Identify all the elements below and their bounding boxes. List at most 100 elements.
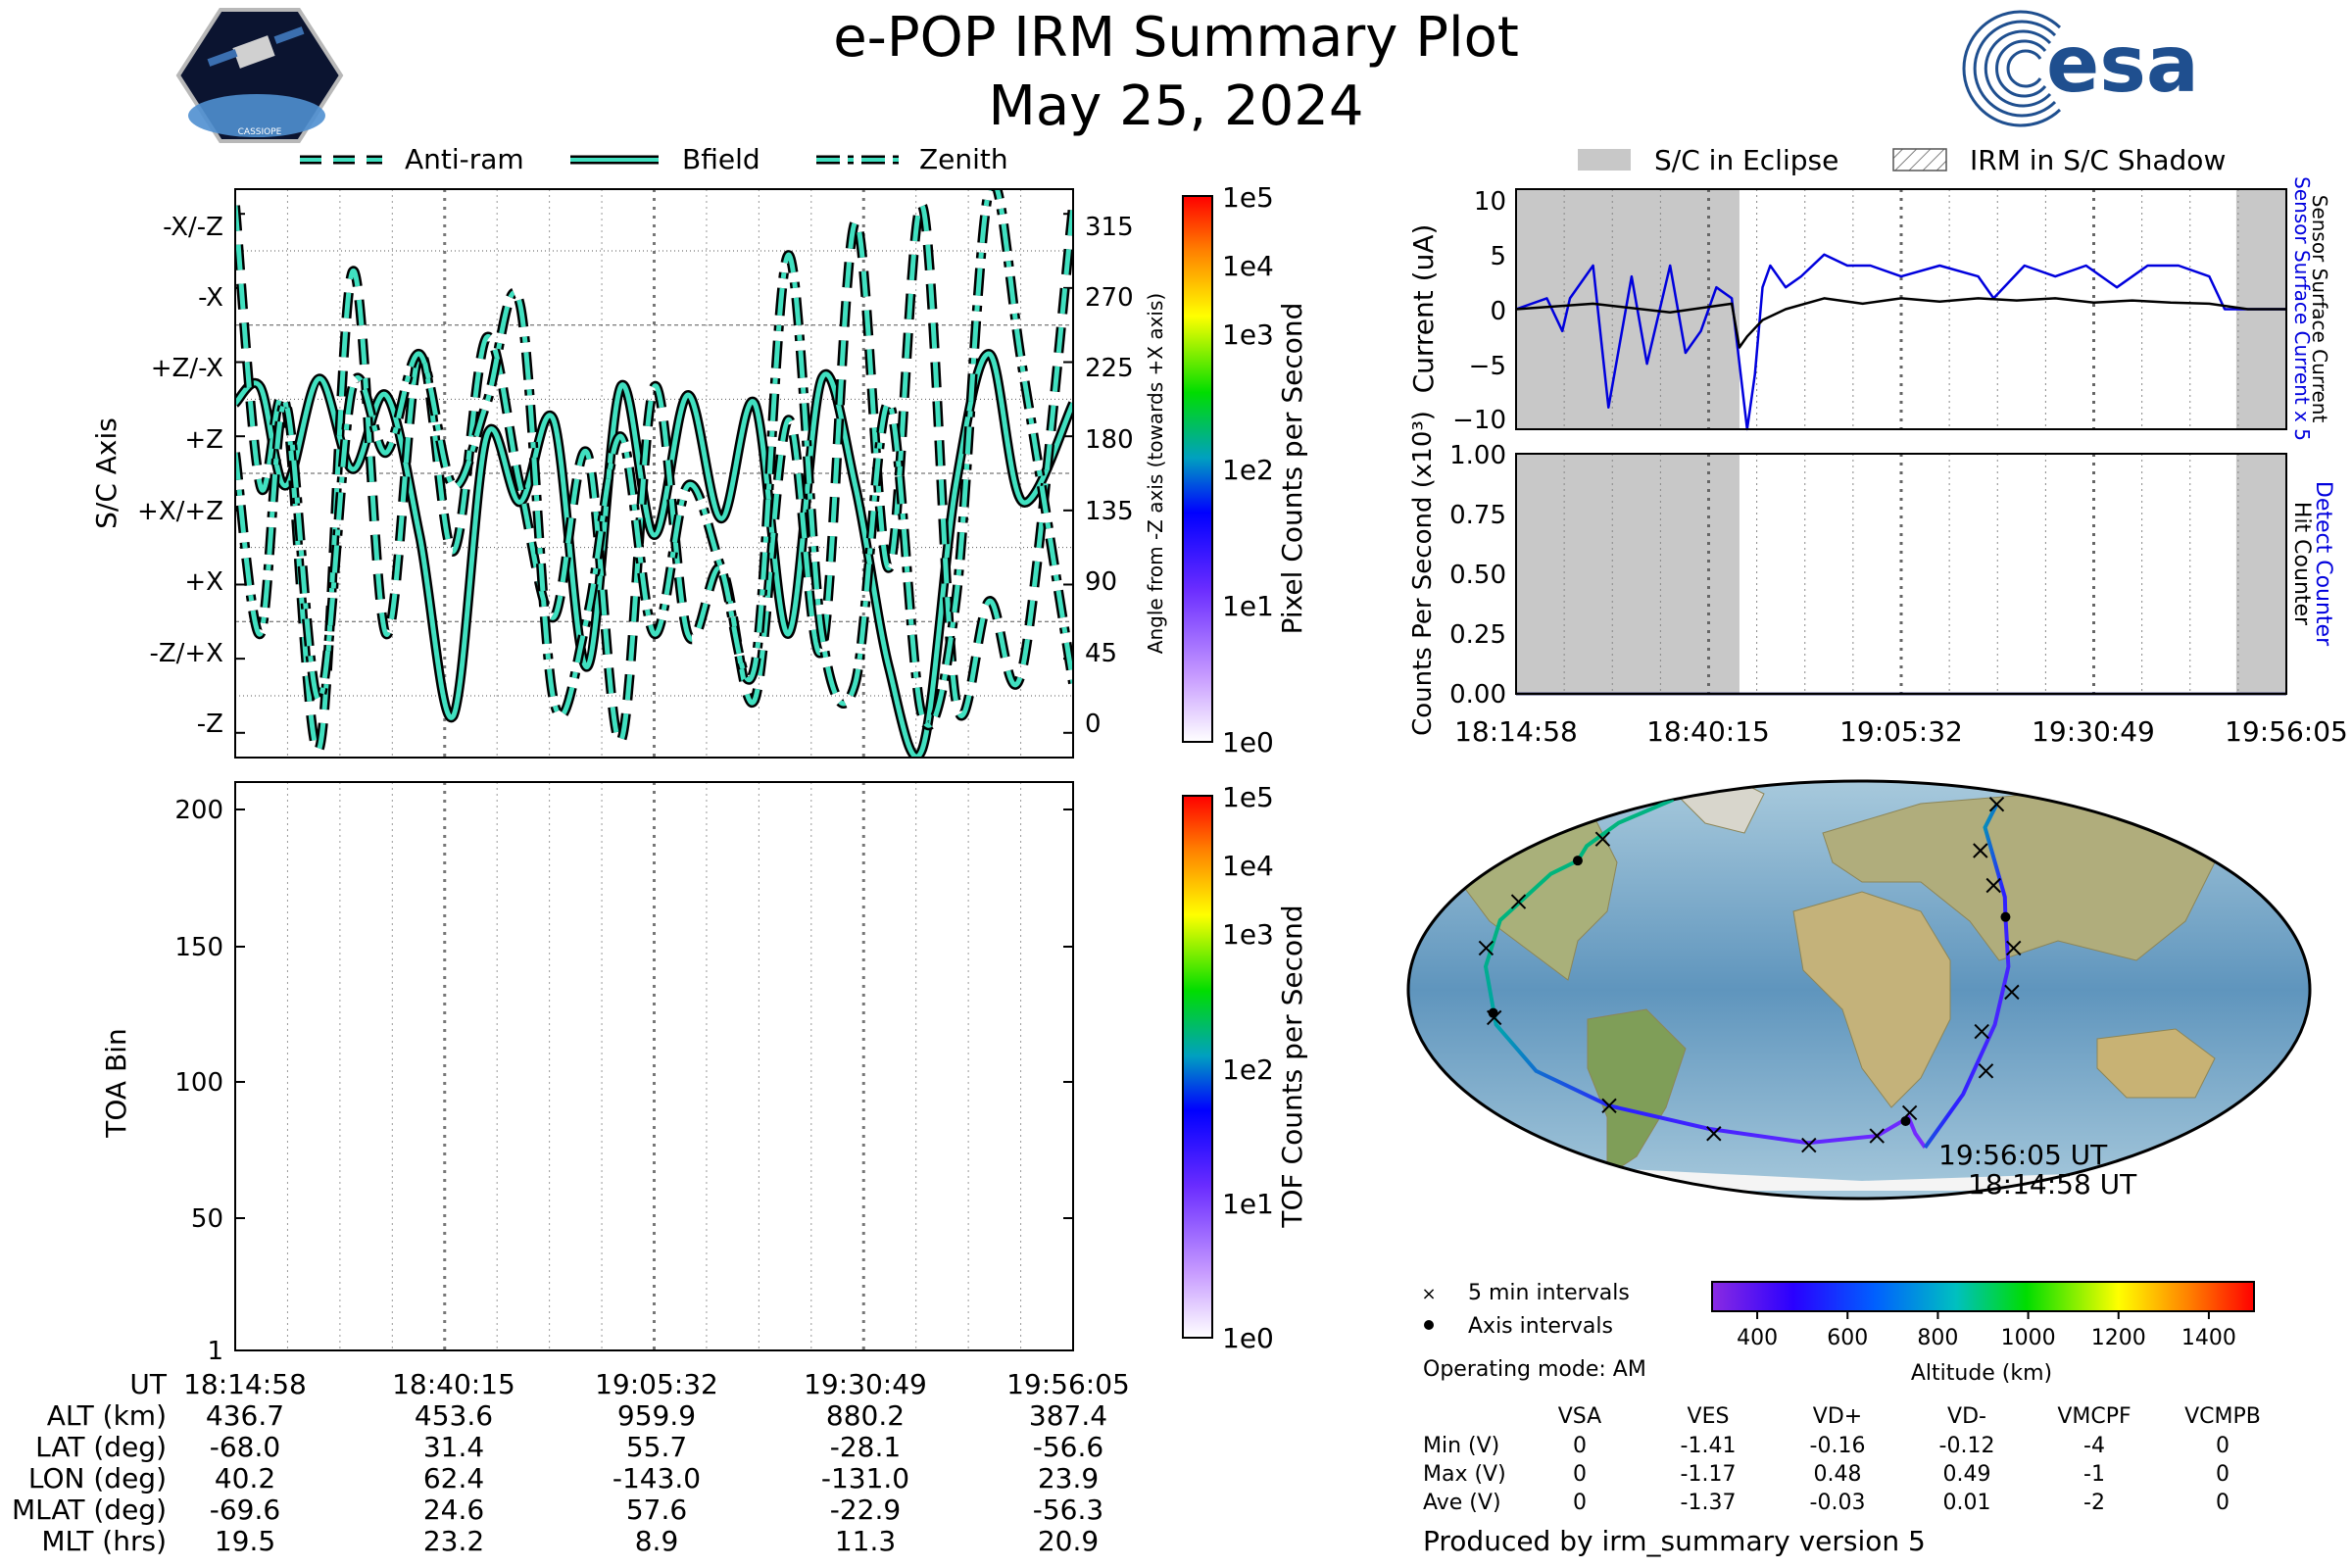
legend-zenith-label: Zenith xyxy=(919,143,1008,175)
altitude-tick-label: 1000 xyxy=(2001,1326,2056,1350)
sc-left-tick: -Z xyxy=(197,710,223,739)
volt-cell: 0 xyxy=(1573,1491,1587,1515)
ut-row-label: UT xyxy=(129,1368,167,1400)
toa-frame xyxy=(234,781,1074,1351)
sc-axis-frame xyxy=(234,188,1074,759)
ut-row-label: ALT (km) xyxy=(47,1399,167,1432)
current-ytick: 5 xyxy=(1490,242,1506,271)
toa-ytick: 50 xyxy=(191,1204,223,1234)
volt-cell: -0.12 xyxy=(1939,1434,1995,1458)
voltage-table: VSA VES VD+ VD- VMCPF VCMPB Min (V) Max … xyxy=(1423,1404,2261,1515)
axis-dot-mark xyxy=(1488,1007,1498,1018)
tof-colorbar-tick: 1e5 xyxy=(1222,781,1274,813)
volt-cell: -0.03 xyxy=(1810,1491,1866,1515)
sc-axis-panel: -X/-Z -X +Z/-X +Z +X/+Z +X -Z/+X -Z 315 … xyxy=(90,188,1167,759)
counts-ytick: 0.75 xyxy=(1449,501,1506,530)
volt-cell: 0 xyxy=(1573,1434,1587,1458)
footer-note: Produced by irm_summary version 5 xyxy=(1423,1525,1926,1557)
volt-row-label: Min (V) xyxy=(1423,1434,1499,1458)
current-lines xyxy=(1515,253,2286,431)
current-ytick: 10 xyxy=(1474,187,1506,217)
volt-cell: -1 xyxy=(2083,1462,2105,1487)
ut-cell: -56.3 xyxy=(1033,1494,1103,1526)
ut-cell: 19.5 xyxy=(215,1525,275,1557)
pixel-colorbar-tick: 1e3 xyxy=(1222,318,1274,351)
volt-header: VES xyxy=(1688,1404,1730,1429)
ut-cell: -22.9 xyxy=(830,1494,901,1526)
ut-cell: 11.3 xyxy=(835,1525,896,1557)
volt-cell: -1.17 xyxy=(1681,1462,1737,1487)
eclipse-span xyxy=(1516,454,1740,694)
volt-row-label: Ave (V) xyxy=(1423,1491,1501,1515)
eclipse-span xyxy=(1516,189,1740,429)
tof-colorbar-label: TOF Counts per Second xyxy=(1276,905,1308,1228)
sc-left-tick: -Z/+X xyxy=(149,639,223,668)
eclipse-span xyxy=(2235,454,2286,694)
ut-cell: 8.9 xyxy=(635,1525,679,1557)
map-legend: × 5 min intervals Axis intervals Operati… xyxy=(1421,1281,1645,1382)
ut-cell: 387.4 xyxy=(1029,1399,1107,1432)
sc-axis-right-ticks: 315 270 225 180 135 90 45 0 xyxy=(1085,213,1134,739)
ut-cell: 55.7 xyxy=(626,1431,687,1463)
sc-axis-ylabel: S/C Axis xyxy=(90,417,122,529)
current-ytick: 0 xyxy=(1490,297,1506,326)
sc-axis-left-ticks: -X/-Z -X +Z/-X +Z +X/+Z +X -Z/+X -Z xyxy=(137,213,223,739)
current-ylabel-right-black: Sensor Surface Current xyxy=(2308,195,2331,423)
pixel-colorbar-tick: 1e1 xyxy=(1222,590,1274,622)
volt-header: VMCPF xyxy=(2057,1404,2131,1429)
legend-eclipse-label: S/C in Eclipse xyxy=(1654,144,1838,176)
x-mark-icon: × xyxy=(1421,1284,1436,1304)
ut-cell: 24.6 xyxy=(423,1494,484,1526)
altitude-tick-label: 400 xyxy=(1737,1326,1778,1350)
ground-track-map: 19:56:05 UT 18:14:58 UT xyxy=(1406,779,2312,1200)
tof-colorbar-tick: 1e2 xyxy=(1222,1054,1274,1086)
legend-bfield-label: Bfield xyxy=(682,143,760,175)
volt-cell: -1.41 xyxy=(1681,1434,1737,1458)
altitude-colorbar: 400 600 800 1000 1200 1400 Altitude (km) xyxy=(1711,1281,2255,1386)
axis-dot-mark xyxy=(2000,911,2011,922)
interval-x-mark xyxy=(1801,1137,1817,1153)
tof-colorbar-tick: 1e3 xyxy=(1222,918,1274,951)
volt-cell: -0.16 xyxy=(1810,1434,1866,1458)
ut-cell: 62.4 xyxy=(423,1462,484,1494)
axis-dot-mark xyxy=(1572,856,1583,866)
ut-cell: 18:40:15 xyxy=(392,1368,515,1400)
counts-ylabel-right-blue: Detect Counter xyxy=(2311,481,2335,647)
interval-x-mark xyxy=(1973,843,1988,858)
sc-left-tick: +X xyxy=(184,567,223,597)
volt-cell: 0.49 xyxy=(1943,1462,1991,1487)
sc-axis-ylabel-right: Angle from -Z axis (towards +X axis) xyxy=(1144,293,1167,654)
counts-ytick: 0.50 xyxy=(1449,561,1506,590)
sc-left-tick: -X xyxy=(198,283,223,313)
ut-cell: 40.2 xyxy=(215,1462,275,1494)
volt-header: VSA xyxy=(1558,1404,1601,1429)
toa-ylabel: TOA Bin xyxy=(100,1028,132,1138)
counts-xtick: 19:56:05 xyxy=(2225,715,2348,748)
counts-xtick: 18:40:15 xyxy=(1646,715,1770,748)
ut-cell: 18:14:58 xyxy=(183,1368,307,1400)
map-border xyxy=(1406,779,2312,1200)
esa-logo-text: esa xyxy=(2046,19,2199,110)
legend-shadow-label: IRM in S/C Shadow xyxy=(1970,144,2226,176)
ut-cell: 23.2 xyxy=(423,1525,484,1557)
axis-dot-mark xyxy=(1900,1115,1911,1126)
counts-ytick: 1.00 xyxy=(1449,441,1506,470)
sc-right-tick: 135 xyxy=(1085,497,1134,526)
plot-date: May 25, 2024 xyxy=(989,74,1364,138)
volt-cell: -2 xyxy=(2083,1491,2105,1515)
trace-anti-ram xyxy=(235,202,1073,753)
map-legend-axis: Axis intervals xyxy=(1468,1314,1613,1339)
volt-header: VCMPB xyxy=(2184,1404,2261,1429)
cassiope-logo: CASSIOPE xyxy=(175,8,344,143)
sc-right-tick: 180 xyxy=(1085,425,1134,455)
eclipse-legend: S/C in Eclipse IRM in S/C Shadow xyxy=(1578,144,2226,176)
trace-zenith xyxy=(235,189,1073,728)
volt-cell: 0 xyxy=(2216,1491,2230,1515)
ut-row-label: LAT (deg) xyxy=(35,1431,167,1463)
sc-right-tick: 270 xyxy=(1085,283,1134,313)
pixel-colorbar: 1e5 1e4 1e3 1e2 1e1 1e0 Pixel Counts per… xyxy=(1182,181,1308,759)
tof-colorbar: 1e5 1e4 1e3 1e2 1e1 1e0 TOF Counts per S… xyxy=(1182,781,1308,1354)
toa-panel: 200 150 100 50 1 TOA Bin xyxy=(100,781,1074,1366)
interval-x-mark xyxy=(1985,877,2001,894)
